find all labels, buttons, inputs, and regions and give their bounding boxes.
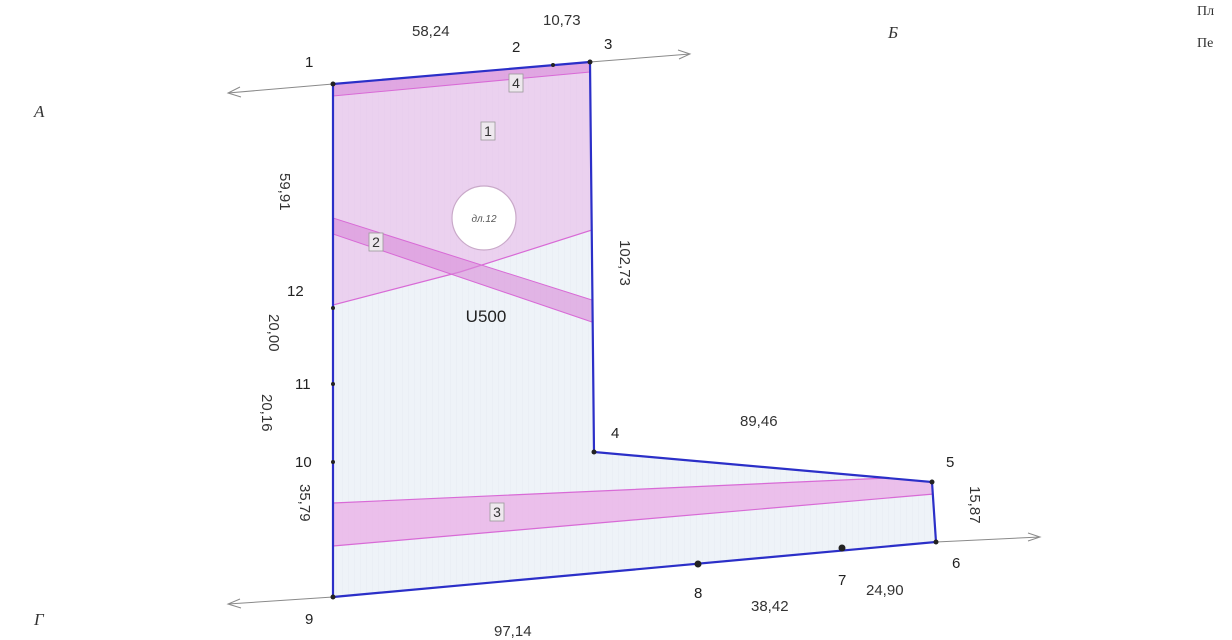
svg-text:1: 1 xyxy=(484,123,492,139)
length-label-12-1: 59,91 xyxy=(276,173,293,211)
vertex-10 xyxy=(331,460,335,464)
vertex-7 xyxy=(838,544,846,552)
length-label-3-4: 102,73 xyxy=(616,240,633,286)
zone-label-3: 3 xyxy=(489,502,505,522)
legend-line-2: Пе xyxy=(1197,36,1213,51)
side-label-b: Б xyxy=(887,23,898,42)
zones-group xyxy=(333,62,935,547)
vertex-3 xyxy=(587,59,593,65)
extension-line-top-left xyxy=(227,83,334,94)
vertex-2 xyxy=(551,63,555,67)
length-label-11-12: 20,00 xyxy=(265,314,282,352)
svg-text:4: 4 xyxy=(512,75,520,91)
side-label-g: Г xyxy=(33,610,45,629)
extension-line-bottom-left xyxy=(227,596,334,605)
length-label-9-10: 35,79 xyxy=(296,484,313,522)
vertex-1 xyxy=(330,81,336,87)
arrow-left-bottom xyxy=(226,598,242,609)
vertex-4 xyxy=(591,449,597,455)
point-label-8: 8 xyxy=(694,585,702,602)
extension-line-bottom-right xyxy=(935,536,1041,543)
point-label-7: 7 xyxy=(838,572,846,589)
length-label-4-5: 89,46 xyxy=(740,413,778,430)
arrow-left-top xyxy=(226,86,242,98)
point-label-3: 3 xyxy=(604,36,612,53)
vertex-6 xyxy=(933,539,939,545)
length-label-5-6: 15,87 xyxy=(966,486,983,524)
vertex-8 xyxy=(694,560,702,568)
extension-line-top-right xyxy=(589,53,691,63)
vertex-12 xyxy=(331,306,335,310)
point-label-1: 1 xyxy=(305,54,313,71)
point-label-9: 9 xyxy=(305,611,313,628)
length-label-1-2: 58,24 xyxy=(412,23,450,40)
circle-marker xyxy=(451,185,517,251)
vertices xyxy=(330,59,939,600)
length-label-6-7: 24,90 xyxy=(866,582,904,599)
legend-line-1: Пл xyxy=(1197,4,1214,19)
svg-text:2: 2 xyxy=(372,234,380,250)
arrow-right-bottom xyxy=(1027,532,1042,542)
vertex-9 xyxy=(330,594,336,600)
point-label-10: 10 xyxy=(295,454,312,471)
vertex-11 xyxy=(331,382,335,386)
vertex-5 xyxy=(929,479,935,485)
length-label-2-3: 10,73 xyxy=(543,12,581,29)
point-label-12: 12 xyxy=(287,283,304,300)
zone-label-2: 2 xyxy=(368,232,384,252)
point-label-2: 2 xyxy=(512,39,520,56)
length-label-8-9: 97,14 xyxy=(494,623,532,640)
point-label-6: 6 xyxy=(952,555,960,572)
circle-marker-label: дл.12 xyxy=(471,214,497,225)
svg-text:3: 3 xyxy=(493,504,501,520)
parcel-number-label: U500 xyxy=(466,307,507,326)
extension-lines xyxy=(226,49,1042,609)
side-label-a: А xyxy=(33,102,45,121)
point-label-5: 5 xyxy=(946,454,954,471)
point-label-4: 4 xyxy=(611,425,619,442)
point-label-11: 11 xyxy=(295,376,311,393)
zone-label-4: 4 xyxy=(508,73,524,93)
length-label-10-11: 20,16 xyxy=(258,394,275,432)
zone-label-1: 1 xyxy=(480,121,496,141)
arrow-right-top xyxy=(677,49,692,60)
length-label-7-8: 38,42 xyxy=(751,598,789,615)
